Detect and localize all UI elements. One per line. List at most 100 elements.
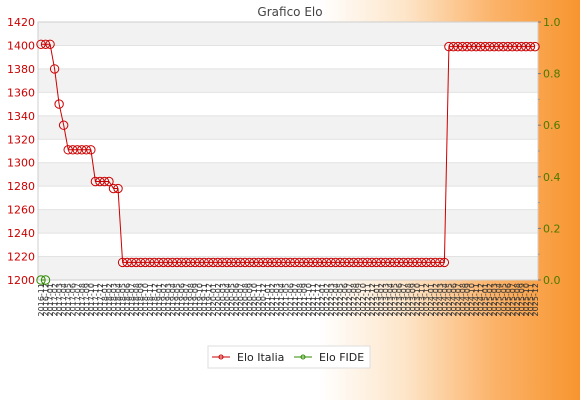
elo-italia-point <box>299 257 309 268</box>
x-tick-label: 2024-01 <box>427 283 436 316</box>
elo-italia-point <box>136 257 146 268</box>
elo-italia-point <box>86 145 96 155</box>
x-tick-label: 2019-09 <box>191 283 200 316</box>
elo-italia-point <box>104 176 114 187</box>
x-tick-label: 2023-01 <box>372 283 381 316</box>
elo-italia-point <box>154 257 164 268</box>
x-tick-label: 2025-10 <box>522 283 531 316</box>
elo-italia-point <box>521 41 531 52</box>
elo-italia-point <box>172 257 182 268</box>
x-tick-label: 2018-01 <box>100 283 109 316</box>
legend-italia-marker <box>218 354 224 360</box>
elo-italia-point <box>412 257 422 268</box>
elo-italia-point <box>158 257 169 268</box>
elo-italia-point <box>439 257 450 268</box>
x-tick-label: 2022-02 <box>323 283 332 316</box>
y-left-tick-label: 1200 <box>7 274 35 287</box>
elo-italia-point <box>244 257 255 268</box>
elo-italia-point <box>222 257 232 268</box>
grid-band <box>38 256 538 280</box>
elo-italia-point <box>380 257 391 268</box>
x-tick-label: 2021-07 <box>291 283 300 316</box>
elo-italia-point <box>262 257 273 268</box>
elo-italia-point <box>426 257 436 268</box>
x-tick-label: 2023-12 <box>422 283 431 316</box>
elo-italia-point <box>108 183 119 194</box>
elo-italia-point <box>185 257 196 268</box>
elo-italia-point <box>54 99 64 109</box>
elo-fide-point <box>40 275 51 285</box>
elo-italia-point <box>494 41 504 52</box>
grid-band <box>38 115 538 140</box>
elo-italia-point <box>49 64 60 74</box>
x-tick-label: 2022-10 <box>359 283 368 316</box>
x-tick-label: 2021-05 <box>282 283 291 316</box>
x-tick-label: 2021-04 <box>277 283 286 316</box>
elo-italia-point <box>40 39 51 49</box>
x-tick-label: 2020-09 <box>245 283 254 316</box>
x-tick-label: 2020-11 <box>255 283 264 316</box>
elo-italia-point <box>90 176 101 187</box>
x-tick-label: 2020-03 <box>218 283 227 316</box>
grid-band <box>38 209 538 234</box>
elo-italia-point <box>176 257 187 268</box>
y-right-tick-label: 0.8 <box>543 68 561 81</box>
elo-italia-point <box>303 257 314 268</box>
x-tick-label: 2018-04 <box>114 283 123 316</box>
elo-italia-point <box>181 257 191 268</box>
x-tick-label: 2021-01 <box>264 283 273 316</box>
x-tick-label: 2025-09 <box>517 283 526 316</box>
elo-italia-point <box>444 41 454 52</box>
x-tick-label: 2018-09 <box>137 283 146 316</box>
x-tick-label: 2023-08 <box>404 283 413 316</box>
x-tick-label: 2023-11 <box>418 283 427 316</box>
x-tick-label: 2025-03 <box>490 283 499 316</box>
y-right-tick-label: 0.4 <box>543 171 561 184</box>
x-tick-label: 2019-01 <box>155 283 164 316</box>
x-tick-label: 2017-02 <box>51 283 60 316</box>
elo-italia-point <box>376 257 386 268</box>
x-tick-label: 2025-11 <box>526 283 535 316</box>
x-tick-label: 2017-08 <box>78 283 87 316</box>
elo-italia-point <box>389 257 400 268</box>
elo-italia-point <box>99 176 110 187</box>
x-tick-label: 2020-04 <box>223 283 232 316</box>
x-tick-label: 2025-05 <box>499 283 508 316</box>
elo-italia-point <box>462 41 472 52</box>
x-tick-label: 2023-06 <box>395 283 404 316</box>
x-tick-label: 2021-11 <box>309 283 318 316</box>
x-tick-label: 2024-09 <box>463 283 472 316</box>
elo-italia-point <box>498 41 508 52</box>
x-tick-label: 2023-09 <box>409 283 418 316</box>
elo-fide-point <box>36 275 46 285</box>
x-tick-label: 2025-02 <box>486 283 495 316</box>
elo-italia-point <box>475 41 486 52</box>
x-tick-label: 2022-05 <box>336 283 345 316</box>
elo-italia-point <box>435 257 445 268</box>
elo-italia-point <box>516 41 527 52</box>
legend-box <box>207 345 371 369</box>
grid-band <box>38 22 538 46</box>
y-left-tick-label: 1300 <box>7 157 35 170</box>
x-tick-label: 2022-12 <box>368 283 377 316</box>
x-tick-label: 2025-08 <box>513 283 522 316</box>
elo-italia-point <box>367 257 377 268</box>
x-tick-label: 2017-12 <box>96 283 105 316</box>
x-tick-label: 2018-10 <box>141 283 150 316</box>
x-tick-label: 2016-11 <box>37 283 46 316</box>
elo-italia-point <box>281 257 291 268</box>
x-tick-label: 2025-06 <box>504 283 513 316</box>
elo-italia-point <box>407 257 418 268</box>
x-tick-label: 2018-07 <box>128 283 137 316</box>
x-tick-label: 2018-05 <box>119 283 128 316</box>
elo-italia-point <box>95 176 105 187</box>
elo-italia-point <box>63 145 73 155</box>
y-right-tick-label: 1.0 <box>543 16 561 29</box>
y-left-tick-label: 1380 <box>7 63 35 76</box>
x-tick-label: 2022-09 <box>354 283 363 316</box>
elo-italia-point <box>45 39 55 49</box>
elo-italia-point <box>512 41 522 52</box>
elo-italia-point <box>421 257 431 268</box>
elo-italia-point <box>339 257 350 268</box>
